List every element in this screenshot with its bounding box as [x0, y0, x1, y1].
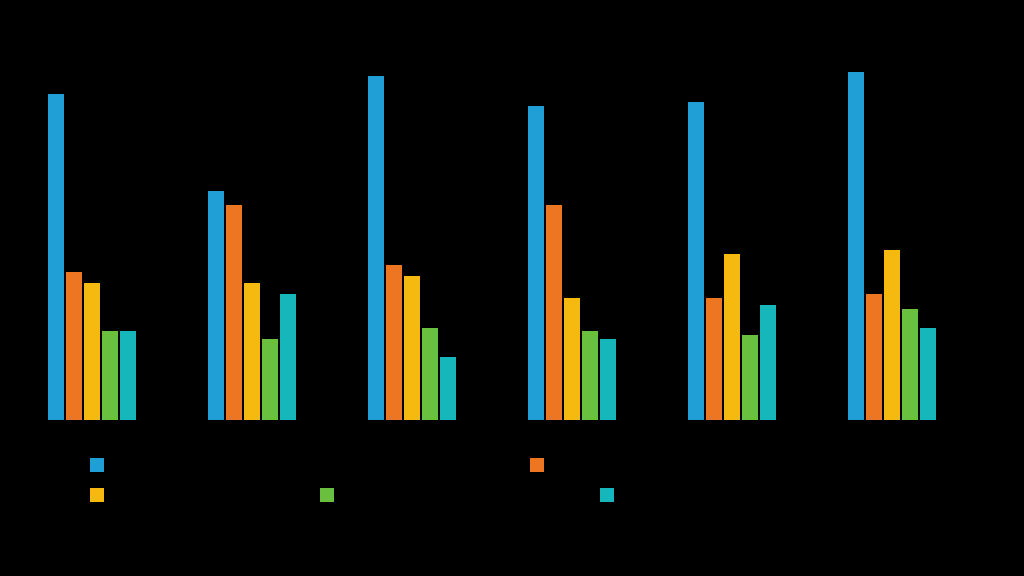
bar — [546, 205, 562, 420]
bar — [582, 331, 598, 420]
bar — [724, 254, 740, 421]
bar-group — [528, 50, 616, 420]
bar — [848, 72, 864, 420]
bar — [208, 191, 224, 420]
bar — [226, 205, 242, 420]
bar — [600, 339, 616, 420]
bar — [902, 309, 918, 420]
bar-group — [208, 50, 296, 420]
bar — [102, 331, 118, 420]
legend-row — [90, 450, 950, 480]
bar — [920, 328, 936, 421]
legend-swatch — [90, 488, 104, 502]
legend-item — [530, 458, 554, 472]
chart-container — [0, 0, 1024, 576]
legend-swatch — [320, 488, 334, 502]
legend-item — [90, 488, 114, 502]
bar — [884, 250, 900, 420]
bar — [422, 328, 438, 421]
bar — [244, 283, 260, 420]
bar-group — [48, 50, 136, 420]
legend-item — [90, 458, 114, 472]
bar — [564, 298, 580, 420]
bar — [48, 94, 64, 420]
bar-group — [368, 50, 456, 420]
bar-group — [848, 50, 936, 420]
legend-item — [600, 488, 624, 502]
legend — [90, 450, 950, 510]
bar — [528, 106, 544, 421]
bar — [404, 276, 420, 420]
bar — [262, 339, 278, 420]
bar — [66, 272, 82, 420]
bar — [742, 335, 758, 420]
bar — [84, 283, 100, 420]
bar — [120, 331, 136, 420]
legend-swatch — [90, 458, 104, 472]
bar — [440, 357, 456, 420]
bar-plot-area — [40, 50, 1000, 420]
legend-row — [90, 480, 950, 510]
legend-item — [320, 488, 344, 502]
legend-swatch — [530, 458, 544, 472]
bar-group — [688, 50, 776, 420]
bar — [386, 265, 402, 420]
bar — [706, 298, 722, 420]
bar — [866, 294, 882, 420]
legend-swatch — [600, 488, 614, 502]
bar — [688, 102, 704, 420]
bar — [760, 305, 776, 420]
bar — [368, 76, 384, 420]
bar — [280, 294, 296, 420]
